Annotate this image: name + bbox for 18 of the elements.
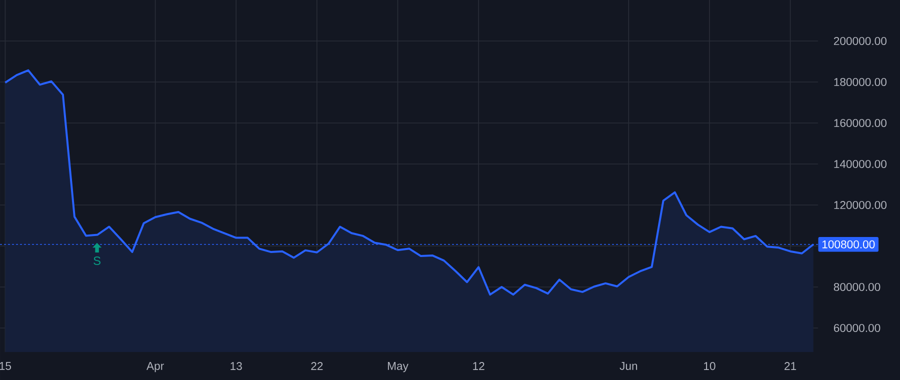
y-tick-label: 120000.00 xyxy=(834,201,886,210)
y-tick-label: 200000.00 xyxy=(834,37,886,46)
x-tick-label: Jun xyxy=(620,362,638,370)
x-tick-label: 21 xyxy=(784,362,796,370)
x-tick-label: Apr xyxy=(146,362,164,372)
x-tick-label: 15 xyxy=(0,362,12,370)
y-tick-label: 80000.00 xyxy=(834,283,880,292)
y-tick-label: 60000.00 xyxy=(834,324,880,332)
x-tick-label: 22 xyxy=(311,362,323,370)
x-tick-label: 10 xyxy=(704,362,716,370)
x-tick-label: 13 xyxy=(230,362,242,370)
annotation: S xyxy=(94,256,100,265)
y-tick-label: 180000.00 xyxy=(834,78,886,86)
y-tick-label: 160000.00 xyxy=(834,119,886,128)
x-tick-label: 12 xyxy=(473,362,484,370)
x-tick-label: May xyxy=(388,362,408,372)
y-tick-label: 140000.00 xyxy=(834,160,886,168)
ref-line-label: 100800.00 xyxy=(822,240,875,248)
